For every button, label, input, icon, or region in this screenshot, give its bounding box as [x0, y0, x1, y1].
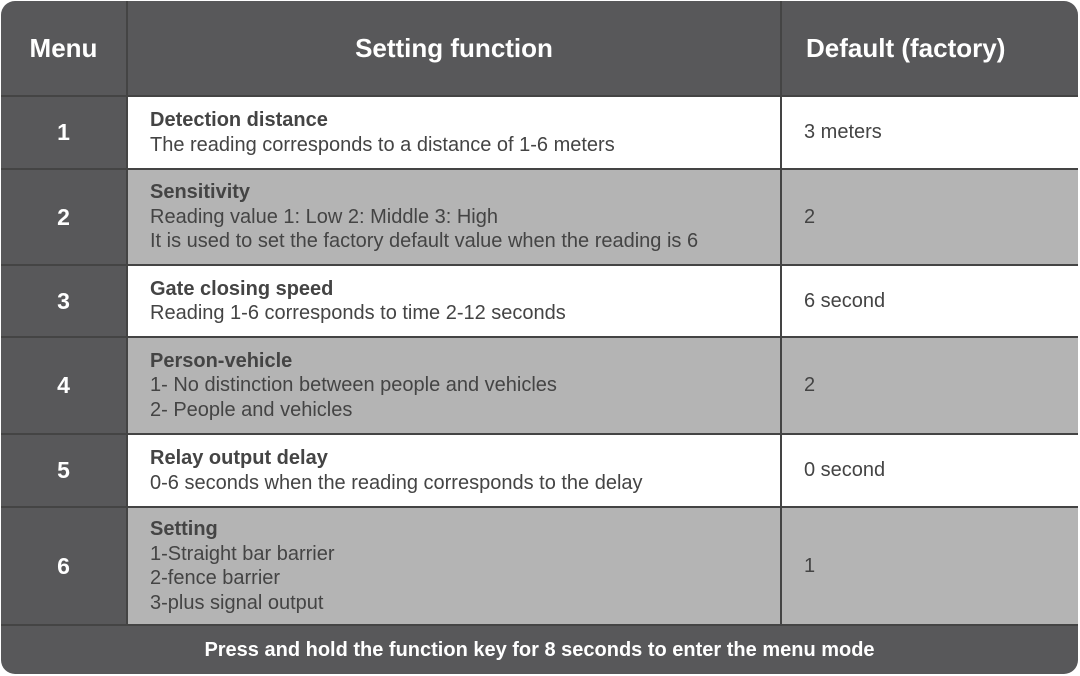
setting-function: Person-vehicle 1- No distinction between … [128, 338, 782, 433]
menu-number: 4 [1, 338, 128, 433]
table-header: Menu Setting function Default (factory) [1, 1, 1078, 95]
header-function: Setting function [128, 1, 782, 95]
setting-function: Setting 1-Straight bar barrier 2-fence bar… [128, 508, 782, 624]
menu-number: 5 [1, 435, 128, 506]
setting-description: 1-Straight bar barrier [150, 542, 335, 565]
setting-title: Person-vehicle [150, 349, 293, 372]
table-row: 2 Sensitivity Reading value 1: Low 2: Midd… [1, 168, 1078, 264]
setting-title: Relay output delay [150, 447, 328, 469]
default-value: 2 [782, 170, 1078, 264]
setting-description: 3-plus signal output [150, 591, 324, 614]
header-menu: Menu [1, 1, 128, 95]
setting-title: Gate closing speed [150, 277, 334, 300]
setting-description: 2-fence barrier [150, 567, 281, 589]
setting-description: 1- No distinction between people and veh… [150, 374, 557, 397]
setting-title: Detection distance [150, 109, 328, 131]
default-value: 0 second [782, 435, 1078, 506]
setting-title: Sensitivity [150, 181, 251, 204]
menu-number: 1 [1, 97, 128, 168]
menu-number: 3 [1, 266, 128, 336]
setting-function: Sensitivity Reading value 1: Low 2: Middl… [128, 170, 782, 264]
setting-description: 0-6 seconds when the reading corresponds… [150, 471, 643, 494]
setting-description: It is used to set the factory default va… [150, 230, 699, 253]
table-row: 1 Detection distance The reading correspon… [1, 95, 1078, 168]
setting-function: Detection distance The reading correspond… [128, 97, 782, 168]
table-row: 4 Person-vehicle 1- No distinction between… [1, 336, 1078, 433]
setting-title: Setting [150, 518, 218, 540]
setting-description: The reading corresponds to a distance of… [150, 133, 615, 156]
default-value: 1 [782, 508, 1078, 624]
table-row: 3 Gate closing speed Reading 1-6 correspon… [1, 264, 1078, 336]
menu-number: 6 [1, 508, 128, 624]
header-default: Default (factory) [806, 32, 1006, 63]
setting-description: Reading 1-6 corresponds to time 2-12 sec… [150, 302, 566, 324]
default-value: 2 [782, 338, 1078, 433]
setting-description: Reading value 1: Low 2: Middle 3: High [150, 205, 498, 228]
table-row: 6 Setting 1-Straight bar barrier 2-fence ba… [1, 506, 1078, 624]
setting-description: 2- People and vehicles [150, 398, 353, 421]
footer-note: Press and hold the function key for 8 se… [1, 624, 1078, 674]
default-value: 3 meters [782, 97, 1078, 168]
setting-function: Relay output delay 0-6 seconds when the r… [128, 435, 782, 506]
table-row: 5 Relay output delay 0-6 seconds when the … [1, 433, 1078, 506]
setting-function: Gate closing speed Reading 1-6 correspond… [128, 266, 782, 336]
menu-number: 2 [1, 170, 128, 264]
default-value: 6 second [782, 266, 1078, 336]
